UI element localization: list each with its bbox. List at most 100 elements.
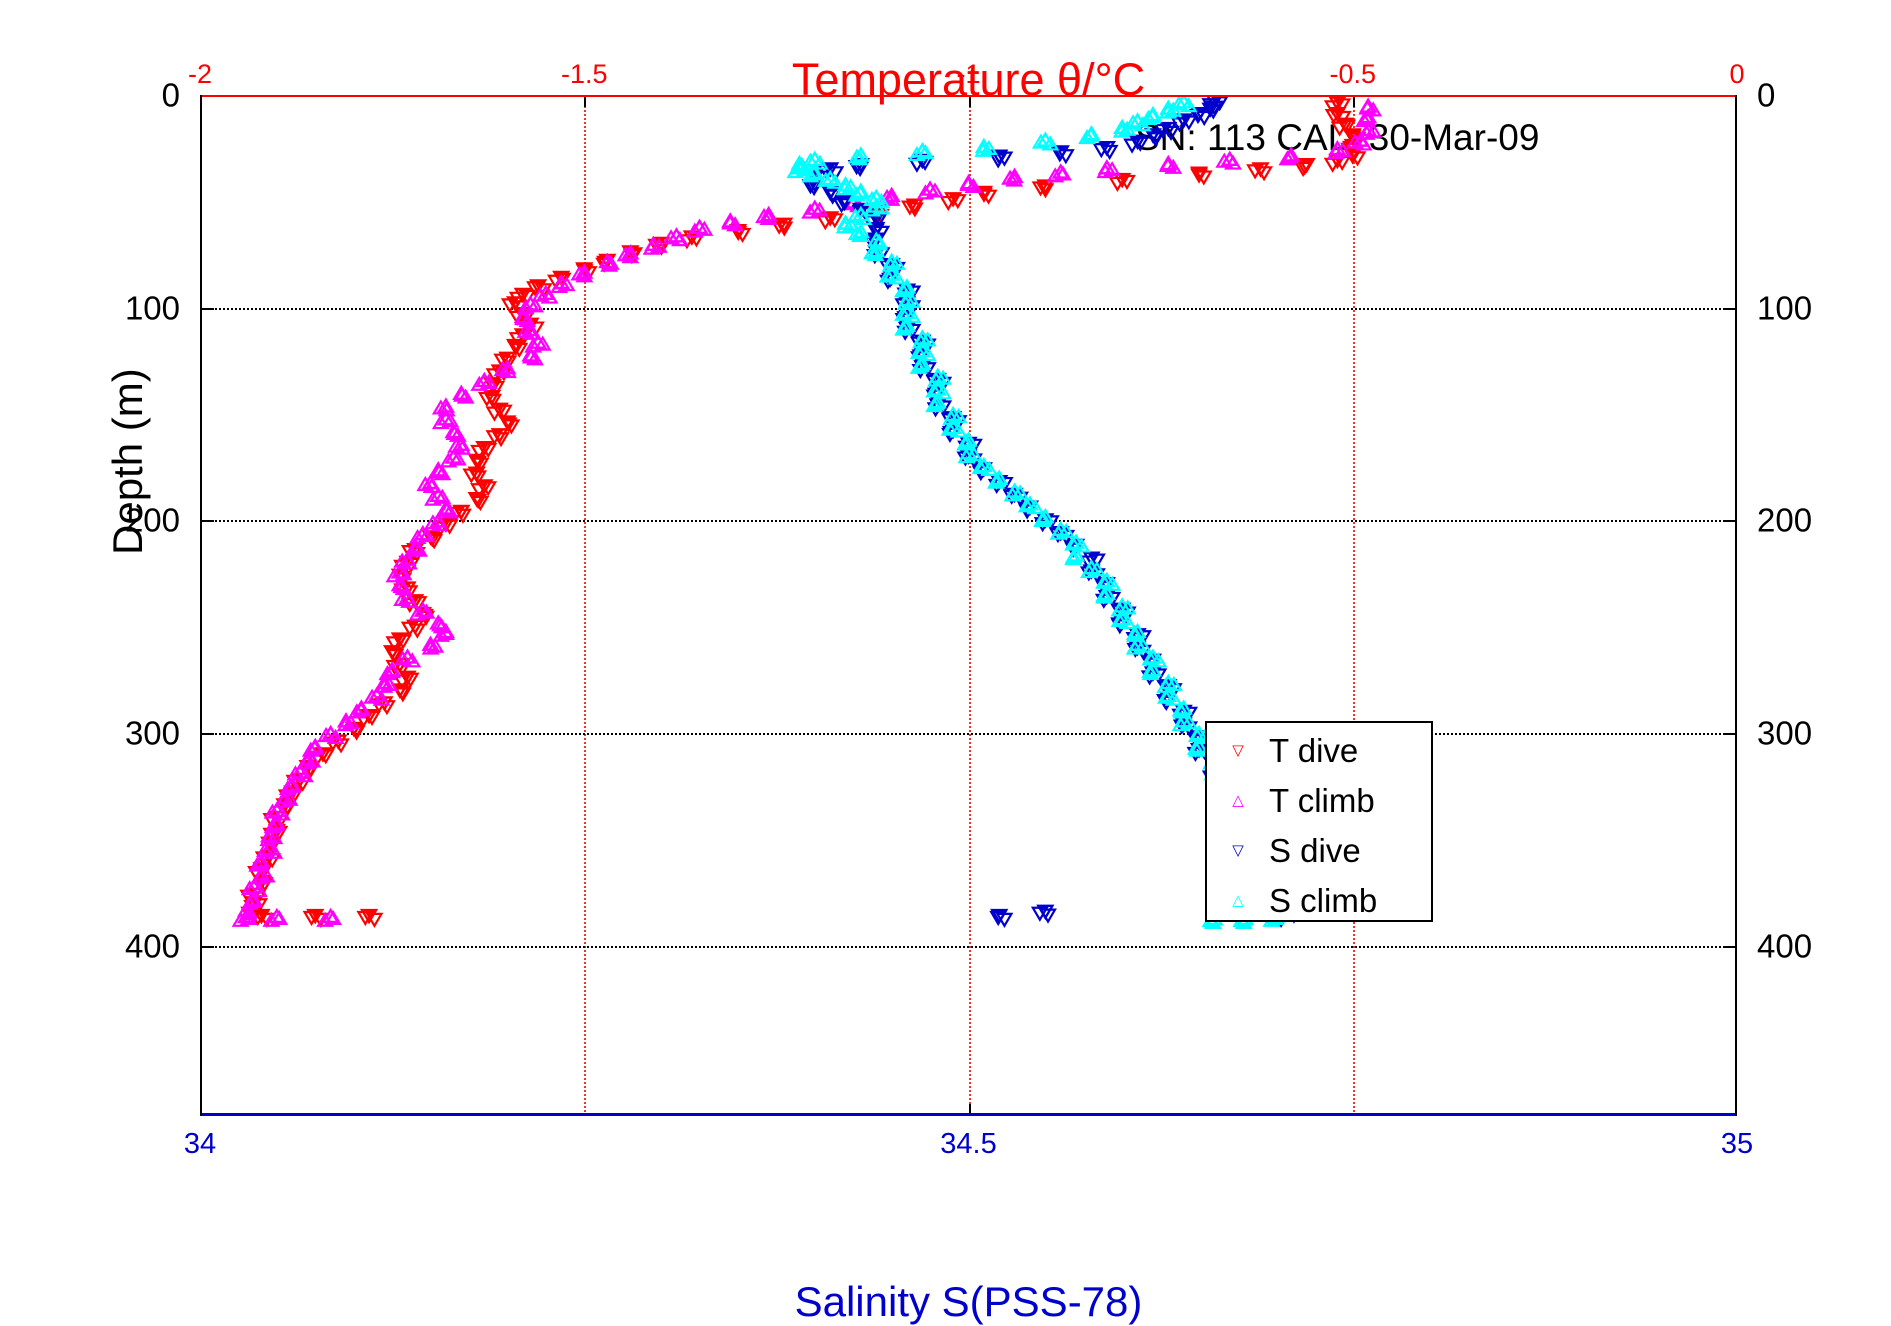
data-point (1050, 147, 1069, 163)
data-point (471, 457, 490, 473)
legend[interactable]: ▽ T dive △ T climb ▽ S dive △ S climb (1205, 721, 1433, 922)
data-point (866, 245, 885, 262)
data-point (1017, 497, 1036, 513)
data-point (231, 911, 250, 927)
data-point (550, 277, 569, 294)
data-point (513, 287, 532, 304)
data-point (359, 908, 379, 925)
depth-axis-left-line (200, 95, 202, 1116)
data-point (1003, 486, 1022, 502)
data-point (774, 217, 794, 234)
legend-item-t-climb[interactable]: △ T climb (1207, 775, 1431, 825)
data-point (1328, 96, 1347, 112)
data-point (352, 701, 371, 717)
data-point (826, 173, 845, 189)
data-point (1170, 95, 1189, 111)
data-point (989, 910, 1008, 927)
data-point (1134, 637, 1152, 653)
data-point (1364, 101, 1383, 117)
data-point (533, 335, 552, 351)
data-point (1072, 537, 1091, 553)
data-point (1156, 688, 1175, 704)
data-point (1149, 652, 1168, 668)
data-point (1057, 522, 1076, 538)
triangle-up-icon: △ (1232, 791, 1244, 809)
data-point (1118, 599, 1137, 615)
data-point (851, 184, 870, 200)
depth-tick-label-right: 200 (1757, 501, 1813, 539)
depth-tick-left (200, 945, 214, 948)
depth-tick-label-right: 300 (1757, 714, 1813, 752)
data-point (949, 422, 968, 438)
data-point (949, 407, 968, 424)
temperature-axis-line (200, 95, 1737, 97)
data-point (835, 196, 854, 212)
data-point (441, 412, 460, 428)
data-point (385, 636, 404, 652)
data-point (934, 384, 953, 400)
data-point (1078, 128, 1096, 145)
data-point (1164, 690, 1183, 706)
data-point (286, 765, 305, 781)
data-point (1170, 117, 1189, 133)
data-point (1146, 132, 1165, 148)
data-point (499, 417, 518, 433)
data-point (403, 652, 422, 668)
vertical-gridline (584, 95, 587, 1116)
data-point (1118, 613, 1137, 630)
data-point (1100, 144, 1119, 161)
data-point (795, 161, 814, 177)
data-point (1164, 158, 1183, 174)
data-point (905, 198, 924, 214)
legend-item-t-dive[interactable]: ▽ T dive (1207, 725, 1431, 775)
data-point (944, 411, 963, 427)
data-point (1051, 526, 1070, 542)
legend-item-s-climb[interactable]: △ S climb (1207, 875, 1431, 925)
data-point (1201, 102, 1220, 118)
data-point (1187, 741, 1206, 757)
data-point (1187, 726, 1206, 743)
data-point (1180, 714, 1199, 730)
data-point (801, 152, 820, 168)
data-point (1190, 168, 1208, 184)
data-point (1174, 113, 1193, 129)
data-point (407, 539, 426, 555)
data-point (1113, 602, 1132, 619)
data-point (1171, 716, 1190, 732)
data-point (475, 479, 494, 495)
data-point (925, 382, 944, 398)
data-point (410, 541, 429, 557)
depth-tick-label-right: 400 (1757, 927, 1813, 965)
data-point (1064, 550, 1083, 566)
data-point (475, 440, 494, 457)
data-point (1195, 110, 1214, 127)
temperature-tick (1352, 95, 1355, 107)
data-point (1113, 172, 1132, 189)
depth-axis-right-line (1735, 95, 1737, 1116)
data-point (477, 391, 496, 408)
data-point (326, 728, 345, 744)
legend-item-s-dive[interactable]: ▽ S dive (1207, 825, 1431, 875)
data-point (925, 396, 944, 413)
data-point (1031, 133, 1050, 149)
data-point (470, 483, 488, 499)
data-point (835, 180, 854, 196)
data-point (372, 690, 391, 706)
data-point (398, 670, 417, 687)
data-point (770, 219, 789, 235)
data-point (298, 754, 316, 770)
data-point (1224, 154, 1242, 170)
data-point (965, 446, 983, 462)
data-point (987, 473, 1005, 489)
data-point (485, 430, 504, 446)
data-point (916, 184, 935, 200)
data-point (755, 207, 773, 224)
data-point (974, 141, 993, 157)
data-point (469, 455, 487, 471)
data-point (408, 605, 427, 621)
data-point (1056, 149, 1075, 165)
data-point (928, 372, 947, 389)
data-point (316, 911, 335, 927)
data-point (759, 209, 778, 225)
data-point (252, 908, 271, 925)
